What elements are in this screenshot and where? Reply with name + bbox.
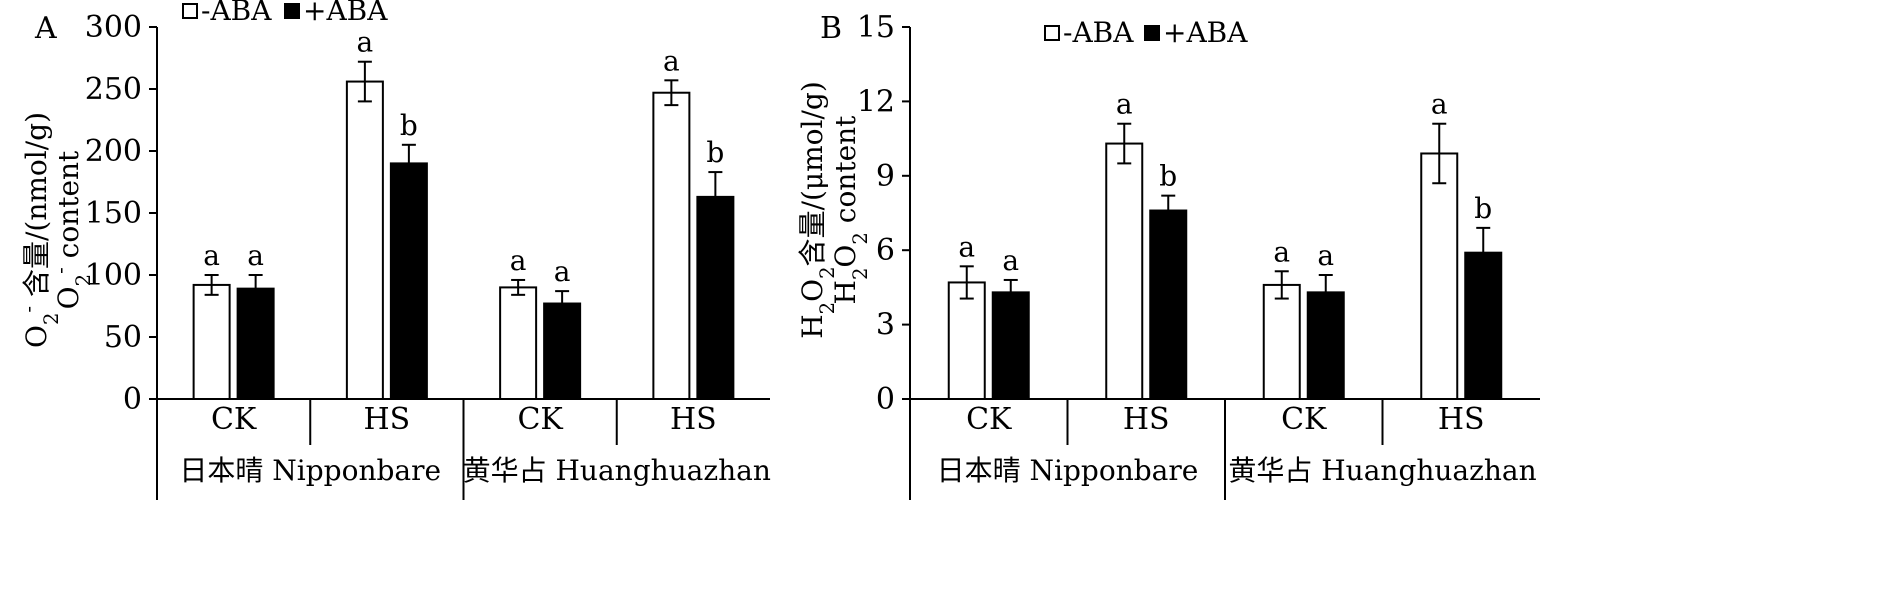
y-tick-label: 300 [85, 10, 142, 45]
legend-label: -ABA [1063, 16, 1134, 49]
significance-letter: a [554, 255, 571, 288]
bar-plus-aba [1149, 209, 1188, 400]
y-tick-label: 50 [104, 320, 142, 355]
category-label: CK [966, 402, 1012, 437]
y-tick-label: 3 [876, 308, 895, 343]
y-tick-label: 200 [85, 134, 142, 169]
legend-swatch [182, 3, 198, 19]
y-axis-label: O2- 含量/(nmol/g) [17, 112, 63, 348]
legend-swatch [284, 3, 300, 19]
legend-label: +ABA [303, 0, 388, 27]
legend-swatch [1044, 25, 1060, 41]
cultivar-label: 黄华占 Huanghuazhan [463, 454, 771, 487]
bar-minus-aba [192, 283, 231, 401]
y-tick-label: 250 [85, 72, 142, 107]
category-label: CK [211, 402, 257, 437]
cultivar-label: 黄华占 Huanghuazhan [1228, 454, 1536, 487]
bar-plus-aba [389, 162, 428, 400]
significance-letter: a [510, 244, 527, 277]
category-label: HS [364, 402, 411, 437]
legend: -ABA +ABA [1044, 16, 1248, 49]
legend: -ABA +ABA [182, 0, 388, 27]
significance-letter: a [958, 230, 975, 263]
bar-plus-aba [236, 287, 275, 401]
significance-letter: a [247, 239, 264, 272]
bar-minus-aba [652, 91, 691, 400]
category-label: CK [517, 402, 563, 437]
category-label: HS [1438, 402, 1485, 437]
bar-minus-aba [947, 281, 986, 400]
y-axis-label-en: O2- content [49, 150, 95, 309]
significance-letter: b [706, 136, 724, 169]
y-tick-label: 0 [123, 382, 142, 417]
bar-plus-aba [696, 195, 735, 400]
y-tick-label: 15 [857, 10, 895, 45]
significance-letter: a [1273, 235, 1290, 268]
significance-letter: a [663, 44, 680, 77]
significance-letter: a [1431, 88, 1448, 121]
category-label: HS [670, 402, 717, 437]
y-tick-label: 0 [876, 382, 895, 417]
significance-letter: a [203, 239, 220, 272]
bar-minus-aba [1420, 152, 1459, 400]
panel-letter: A [34, 11, 57, 46]
bar-plus-aba [991, 291, 1030, 400]
y-tick-label: 150 [85, 196, 142, 231]
bar-minus-aba [1105, 142, 1144, 400]
y-tick-label: 100 [85, 258, 142, 293]
panel-a: A 0 50 100 150 200 250 300 O2- 含量/(nmol/g) O2- co… [17, 0, 771, 500]
legend-label: +ABA [1163, 16, 1248, 49]
significance-letter: a [1002, 244, 1019, 277]
cultivar-label: 日本晴 Nipponbare [179, 454, 441, 487]
category-label: HS [1123, 402, 1170, 437]
significance-letter: b [400, 109, 418, 142]
y-tick-label: 12 [857, 84, 895, 119]
y-axis-label-en: H2O2 content [829, 115, 872, 305]
category-label: CK [1281, 402, 1327, 437]
legend-swatch [1144, 25, 1160, 41]
panel-letter: B [820, 11, 842, 46]
legend-label: -ABA [201, 0, 272, 27]
bar-minus-aba [1262, 283, 1301, 401]
significance-letter: a [1116, 88, 1133, 121]
bar-minus-aba [499, 286, 538, 400]
significance-letter: b [1159, 160, 1177, 193]
bar-plus-aba [543, 302, 582, 400]
significance-letter: a [357, 26, 374, 59]
y-axis-label: H2O2含量/(μmol/g) [796, 81, 839, 339]
bar-minus-aba [345, 80, 384, 400]
y-tick-label: 6 [876, 233, 895, 268]
significance-letter: b [1474, 192, 1492, 225]
cultivar-label: 日本晴 Nipponbare [937, 454, 1199, 487]
significance-letter: a [1317, 239, 1334, 272]
y-tick-label: 9 [876, 159, 895, 194]
